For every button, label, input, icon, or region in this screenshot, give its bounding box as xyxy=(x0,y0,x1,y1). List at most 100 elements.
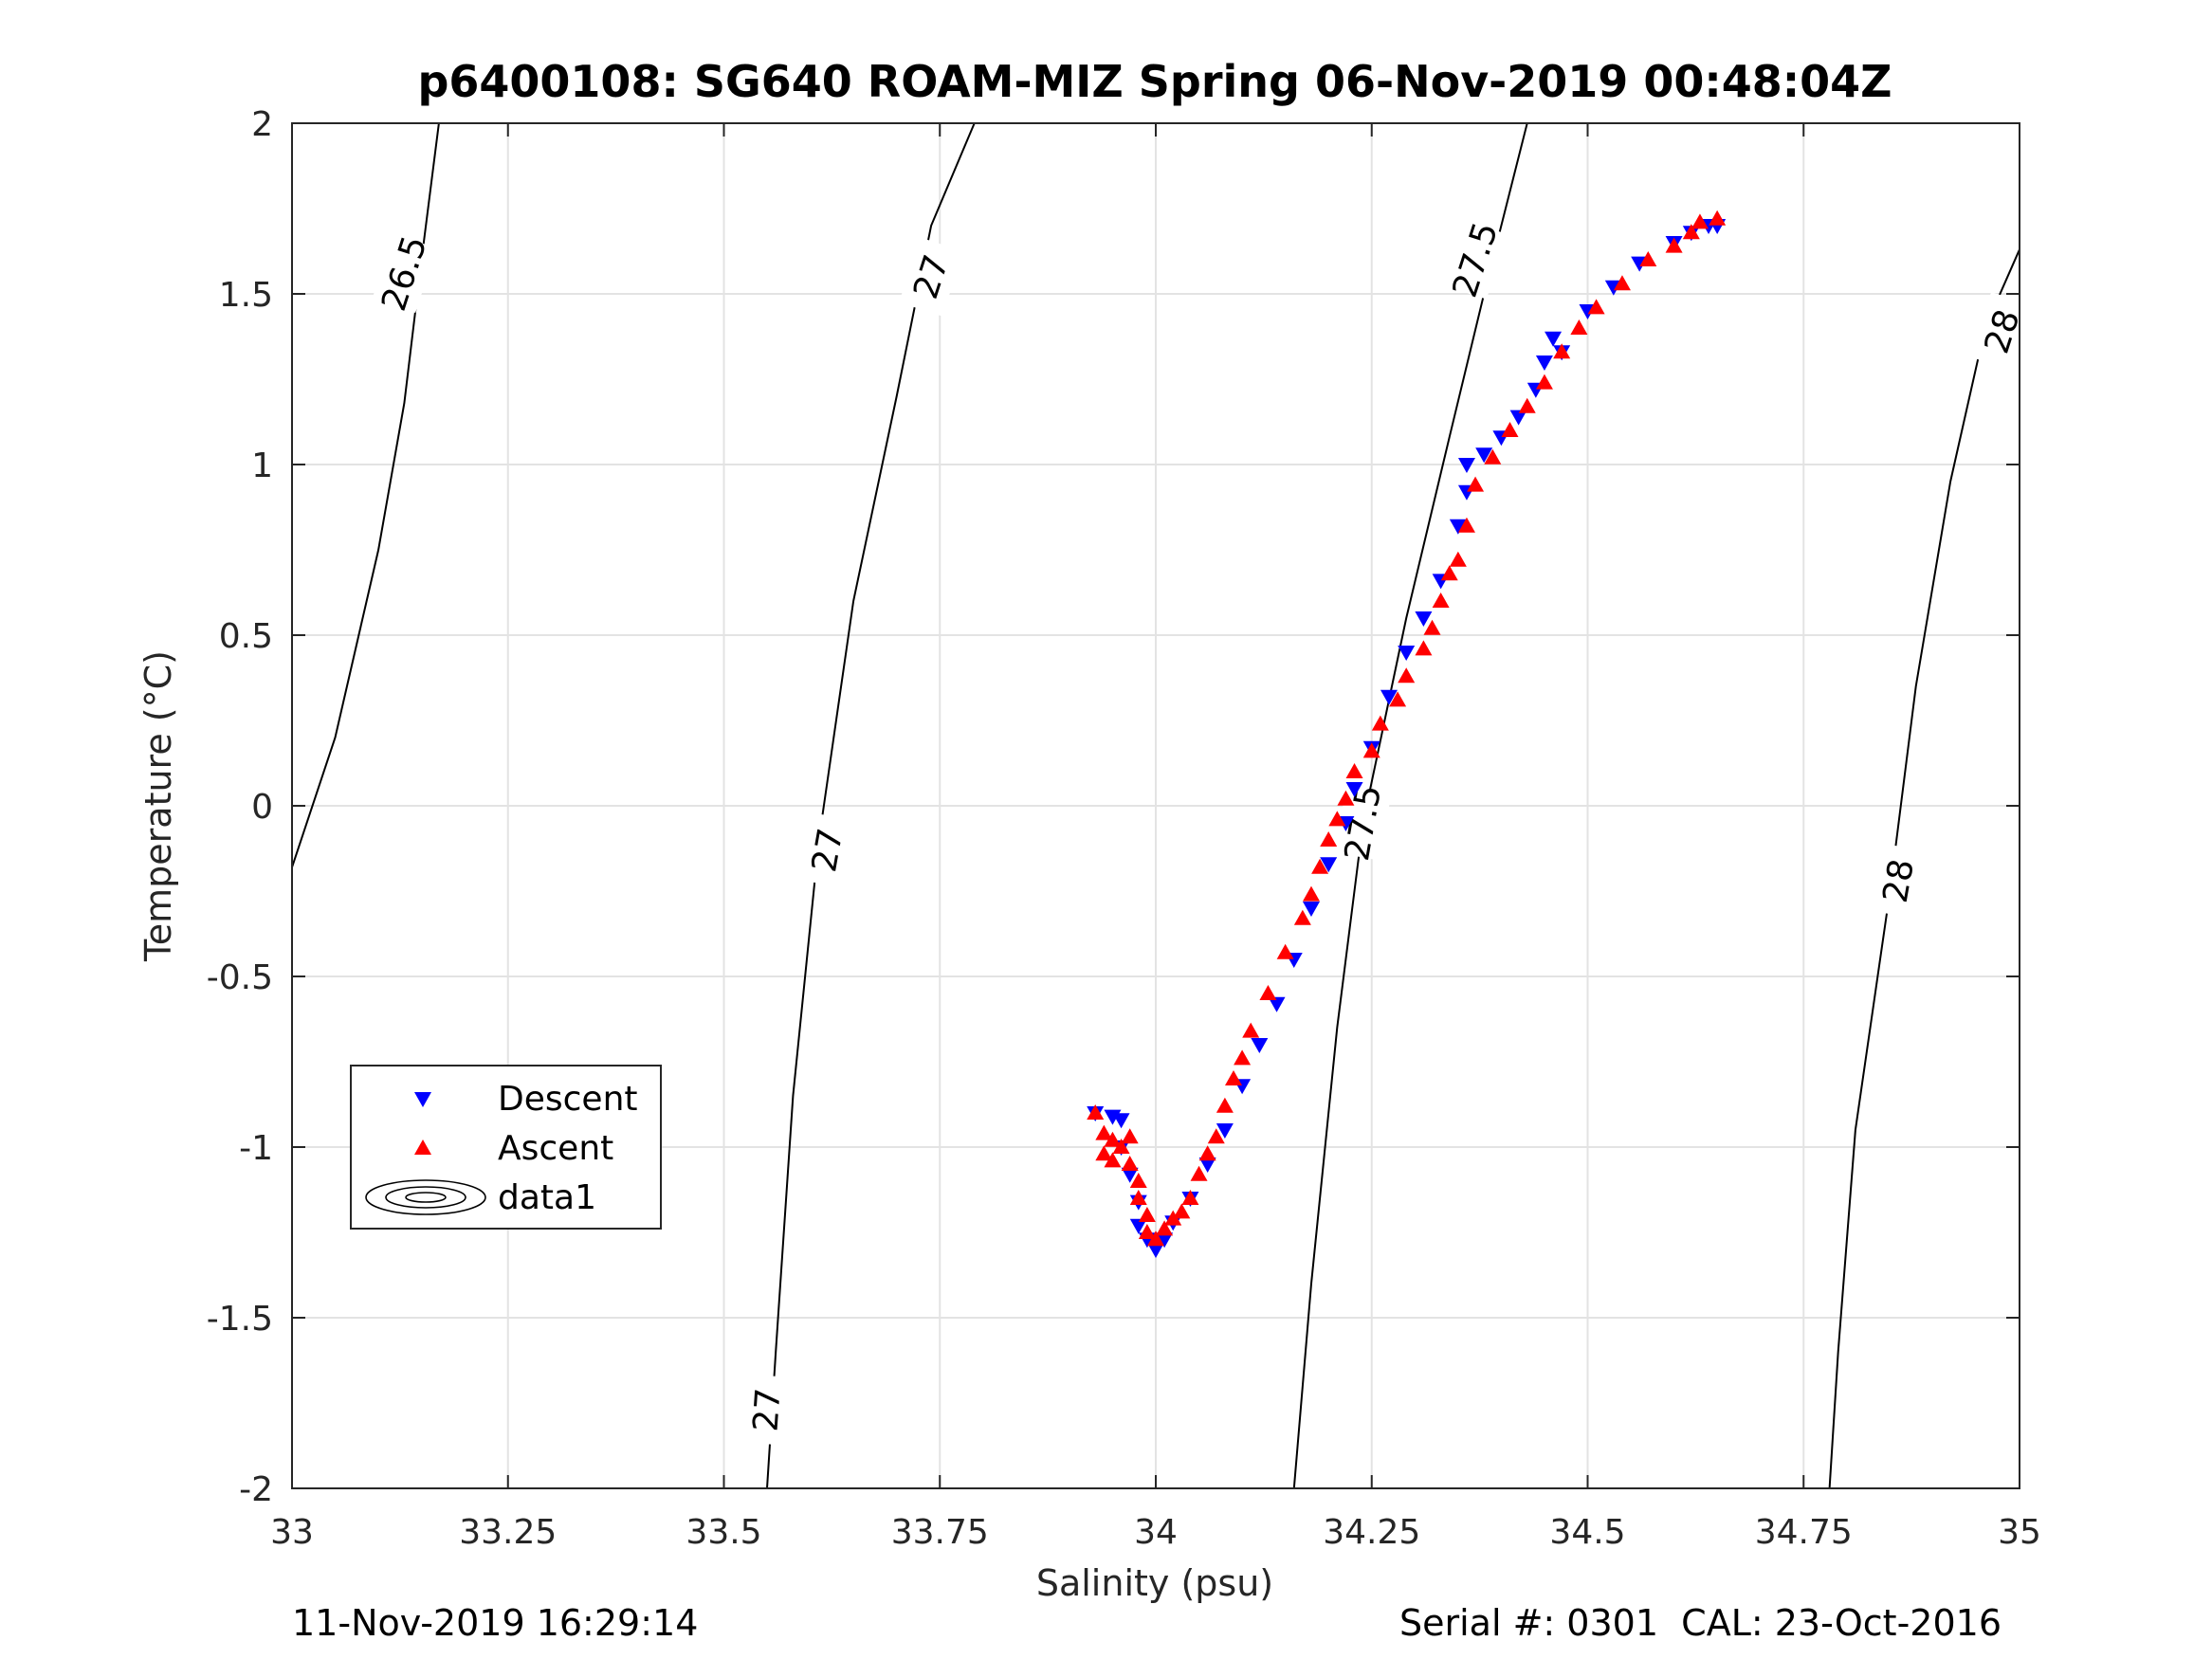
ascent-point xyxy=(1138,1224,1156,1239)
ascent-point xyxy=(1259,985,1277,1000)
y-tick-label: 2 xyxy=(251,105,273,144)
ascent-point xyxy=(1423,619,1441,635)
x-axis-label: Salinity (psu) xyxy=(1036,1562,1273,1604)
descent-point xyxy=(1121,1167,1139,1183)
x-tick-label: 33.75 xyxy=(891,1513,989,1552)
legend-box xyxy=(350,1065,662,1230)
ascent-point xyxy=(1709,210,1727,226)
ascent-point xyxy=(1449,551,1467,567)
legend-ascent-label: Ascent xyxy=(498,1129,613,1168)
ascent-point xyxy=(1198,1145,1216,1161)
ascent-point xyxy=(1302,885,1320,902)
ascent-point xyxy=(1518,397,1536,413)
footer-serial-cal: Serial #: 0301 CAL: 23-Oct-2016 xyxy=(1398,1602,2002,1644)
contour-label-bg xyxy=(1870,843,1928,919)
x-tick-label: 34.25 xyxy=(1323,1513,1420,1552)
contour-label-bg xyxy=(741,1374,793,1446)
contour-label-28: 28 xyxy=(1876,856,1922,905)
legend-descent-marker xyxy=(414,1092,431,1107)
y-tick-label: 1 xyxy=(251,447,273,485)
descent-point xyxy=(1449,519,1467,535)
ascent-point xyxy=(1570,319,1588,335)
descent-point xyxy=(1475,447,1493,464)
ascent-point xyxy=(1345,763,1363,778)
ascent-point xyxy=(1553,343,1571,359)
descent-point xyxy=(1147,1243,1164,1258)
ascent-point xyxy=(1164,1210,1182,1226)
contour-label-bg xyxy=(1969,291,2035,372)
ascent-point xyxy=(1216,1097,1234,1113)
ascent-point xyxy=(1104,1152,1122,1168)
x-tick-label: 33.5 xyxy=(686,1513,761,1552)
ascent-point xyxy=(1234,1049,1252,1066)
data-series xyxy=(1087,210,1727,1258)
ascent-point xyxy=(1156,1220,1174,1236)
series-ascent xyxy=(1087,210,1727,1247)
ascent-point xyxy=(1691,213,1709,229)
y-tick-label: -2 xyxy=(239,1470,273,1509)
y-tick-label: 0 xyxy=(251,788,273,827)
ascent-point xyxy=(1112,1139,1130,1154)
ascent-point xyxy=(1432,592,1450,608)
descent-point xyxy=(1415,611,1433,627)
ascent-point xyxy=(1293,909,1311,925)
descent-point xyxy=(1320,857,1338,873)
ascent-point xyxy=(1337,790,1355,806)
legend-contour-icon xyxy=(365,1179,486,1215)
grid xyxy=(291,122,2020,1489)
ascent-point xyxy=(1104,1131,1122,1147)
y-tick-label: -0.5 xyxy=(207,958,273,997)
legend-ascent-marker xyxy=(414,1139,431,1155)
ascent-point xyxy=(1587,299,1605,315)
ascent-point xyxy=(1665,237,1683,253)
descent-point xyxy=(1380,689,1398,705)
ascent-point xyxy=(1389,691,1407,707)
descent-point xyxy=(1457,458,1475,473)
ascent-point xyxy=(1440,565,1458,581)
x-axis: 33 33.25 33.5 33.75 34 34.25 34.5 34.75 35 xyxy=(270,123,2041,1552)
contour-label-bg xyxy=(798,812,856,888)
x-tick-label: 34.75 xyxy=(1755,1513,1853,1552)
ascent-point xyxy=(1173,1203,1191,1219)
y-tick-label: 0.5 xyxy=(219,617,273,656)
ascent-point xyxy=(1224,1070,1242,1085)
ascent-point xyxy=(1138,1207,1156,1222)
isopycnal-27.5 xyxy=(1292,122,1528,1489)
ascent-point xyxy=(1207,1128,1225,1144)
isopycnal-26.5 xyxy=(291,122,440,868)
descent-point xyxy=(1535,356,1553,371)
ascent-point xyxy=(1311,858,1329,874)
footer-timestamp: 11-Nov-2019 16:29:14 xyxy=(292,1602,699,1644)
chart-title: p6400108: SG640 ROAM-MIZ Spring 06-Nov-2… xyxy=(417,56,1892,107)
descent-point xyxy=(1129,1218,1147,1234)
legend-descent-label: Descent xyxy=(498,1080,638,1119)
ascent-point xyxy=(1095,1145,1113,1161)
ascent-point xyxy=(1129,1190,1147,1205)
ascent-point xyxy=(1682,224,1700,240)
descent-point xyxy=(1545,331,1563,347)
y-tick-label: 1.5 xyxy=(219,276,273,315)
ascent-point xyxy=(1415,640,1433,656)
ascent-point xyxy=(1276,943,1294,959)
descent-point xyxy=(1509,410,1527,426)
contour-label-27: 27 xyxy=(747,1387,789,1433)
contour-label-bg xyxy=(899,237,964,317)
y-axis: -2 -1.5 -1 -0.5 0 0.5 1 1.5 2 xyxy=(207,105,2020,1509)
y-tick-label: -1 xyxy=(239,1129,273,1168)
x-tick-label: 35 xyxy=(1998,1513,2041,1552)
ascent-point xyxy=(1457,517,1475,533)
x-tick-label: 33 xyxy=(270,1513,314,1552)
legend-data1-label: data1 xyxy=(498,1178,596,1217)
y-axis-label: Temperature (°C) xyxy=(137,650,179,962)
ascent-point xyxy=(1320,831,1338,847)
x-tick-label: 33.25 xyxy=(459,1513,557,1552)
descent-point xyxy=(1156,1232,1174,1249)
ascent-point xyxy=(1613,275,1631,291)
descent-point xyxy=(1216,1123,1234,1139)
ascent-point xyxy=(1484,448,1502,465)
contour-label-27: 27 xyxy=(805,826,850,875)
contour-label-bg xyxy=(1443,220,1508,300)
ascent-point xyxy=(1362,742,1380,758)
